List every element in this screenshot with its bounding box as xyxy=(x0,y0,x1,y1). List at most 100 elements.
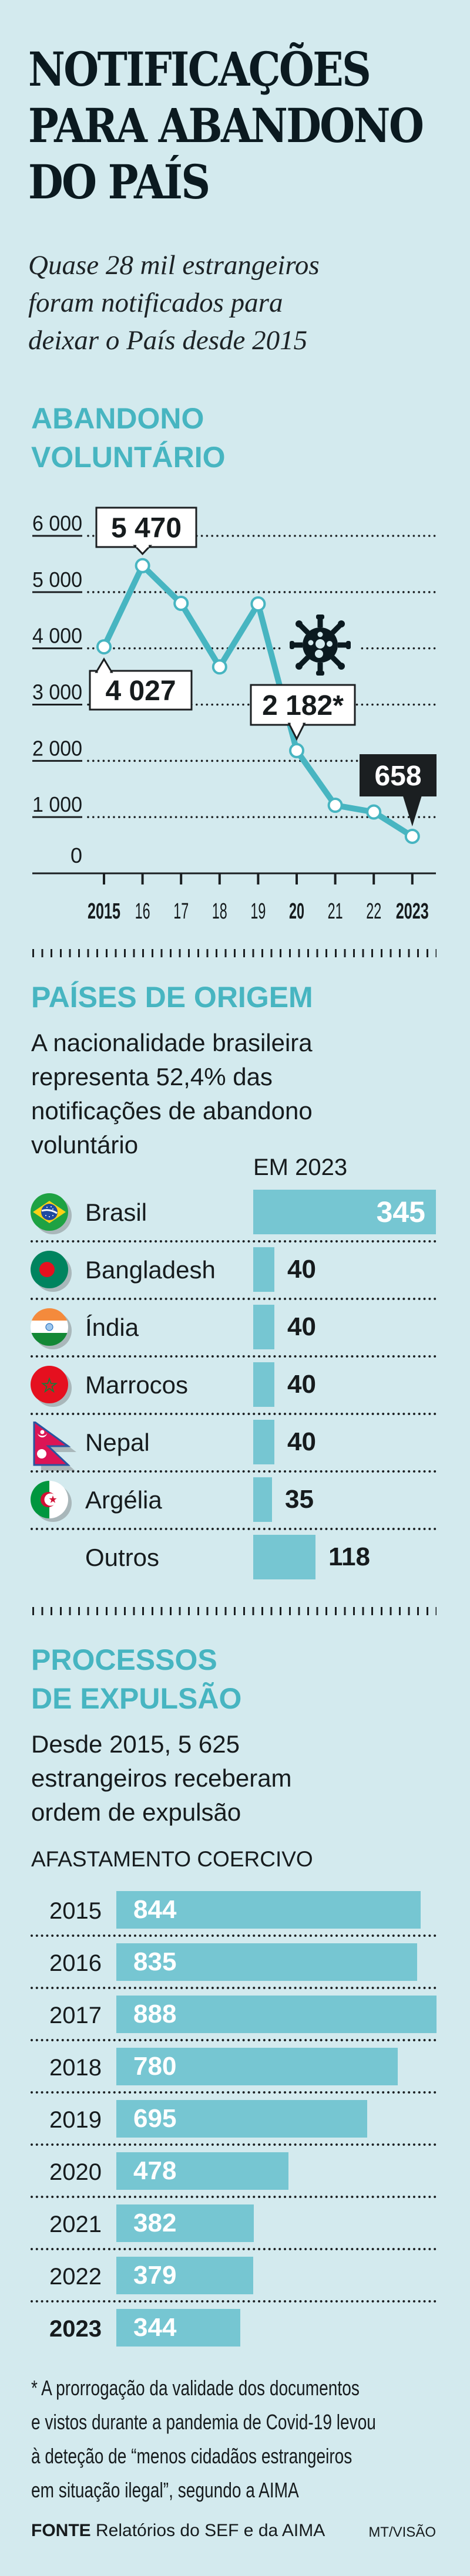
footnote-line: à deteção de “menos cidadãos estrangeiro… xyxy=(31,2444,352,2468)
row-divider xyxy=(31,2300,437,2302)
series-points xyxy=(96,558,420,844)
expulsion-row: 2023 344 xyxy=(0,2309,470,2347)
source-text: Relatórios do SEF e da AIMA xyxy=(96,2521,325,2540)
expulsion-row: 2018 780 xyxy=(0,2048,470,2085)
bar xyxy=(253,1190,436,1234)
bar xyxy=(116,1996,437,2033)
row-divider xyxy=(31,1240,437,1243)
callout-box xyxy=(95,507,197,548)
annotation-callout: 5 470 xyxy=(95,507,197,555)
y-tick-label: 0 xyxy=(70,843,82,867)
expulsion-row: 2015 844 xyxy=(0,1891,470,1929)
x-tick-label: 19 xyxy=(250,899,266,924)
description-line: Desde 2015, 5 625 xyxy=(31,1730,240,1758)
section-title-processos: PROCESSOS DE EXPULSÃO xyxy=(31,1640,241,1718)
bar-value: 695 xyxy=(133,2104,177,2133)
country-row: Brasil 345 xyxy=(0,1190,470,1234)
y-tick-label: 6 000 xyxy=(32,511,82,535)
callout-label: 5 470 xyxy=(111,513,182,544)
x-axis xyxy=(32,872,436,884)
data-point xyxy=(135,558,150,573)
expulsion-row: 2016 835 xyxy=(0,1943,470,1981)
country-name: Marrocos xyxy=(85,1371,189,1399)
callout-label: 4 027 xyxy=(105,676,176,707)
year-label: 2019 xyxy=(49,2107,102,2133)
data-point xyxy=(212,659,227,675)
y-tick-label: 3 000 xyxy=(32,680,82,704)
expulsion-row: 2020 478 xyxy=(0,2152,470,2190)
x-tick-label: 2015 xyxy=(88,899,120,924)
bar-value: 844 xyxy=(133,1895,177,1924)
bar-value: 344 xyxy=(133,2313,177,2342)
description-line: A nacionalidade brasileira xyxy=(31,1029,313,1056)
country-row: Bangladesh 40 xyxy=(0,1247,470,1292)
bar xyxy=(116,2100,367,2138)
footnote-line: * A prorrogação da validade dos document… xyxy=(31,2376,360,2400)
country-row: Índia 40 xyxy=(0,1305,470,1349)
callout-box xyxy=(89,670,193,711)
row-divider xyxy=(31,2143,437,2146)
bar xyxy=(253,1420,274,1464)
x-tick-label: 18 xyxy=(212,899,227,924)
year-label: 2017 xyxy=(49,2003,102,2028)
year-label: 2023 xyxy=(49,2316,102,2342)
data-point xyxy=(327,798,343,813)
bar xyxy=(253,1247,274,1292)
section-title-paises: PAÍSES DE ORIGEM xyxy=(31,981,313,1014)
year-label: 2015 xyxy=(49,1898,102,1924)
year-label: 2016 xyxy=(49,1950,102,1976)
bar-value: 379 xyxy=(133,2261,177,2290)
subtitle: Quase 28 mil estrangeiros foram notifica… xyxy=(28,247,320,359)
bar xyxy=(253,1305,274,1349)
row-divider xyxy=(31,1413,437,1415)
line-chart: 0 1 000 2 000 3 000 4 000 5 000 6 000 xyxy=(32,507,437,924)
bar xyxy=(253,1477,272,1522)
row-divider xyxy=(31,2091,437,2094)
x-tick-label: 20 xyxy=(289,899,304,924)
row-divider xyxy=(31,2248,437,2250)
footnote-line: e vistos durante a pandemia de Covid-19 … xyxy=(31,2410,376,2434)
country-name: Índia xyxy=(85,1314,139,1341)
footnote: * A prorrogação da validade dos document… xyxy=(31,2371,376,2507)
subtitle-line: deixar o País desde 2015 xyxy=(28,325,308,356)
title-line: PARA ABANDONO xyxy=(28,98,424,153)
chart-label: AFASTAMENTO COERCIVO xyxy=(31,1847,313,1871)
bar xyxy=(253,1362,274,1407)
bar-value: 35 xyxy=(285,1485,314,1514)
data-point xyxy=(404,828,420,844)
callout-box xyxy=(250,684,356,726)
callout-box xyxy=(360,754,437,796)
year-label: 2021 xyxy=(49,2212,102,2237)
country-row: Argélia 35 xyxy=(0,1477,470,1522)
morocco-flag-icon xyxy=(31,1366,72,1407)
page-title: NOTIFICAÇÕES PARA ABANDONO DO PAÍS xyxy=(28,41,424,210)
section-title-line: ABANDONO xyxy=(31,402,204,435)
x-axis-labels: 2015 16 17 18 19 20 21 22 2023 xyxy=(88,899,429,924)
y-tick-label: 4 000 xyxy=(32,624,82,648)
country-row: Nepal 40 xyxy=(0,1420,470,1471)
callout-pointer xyxy=(402,796,422,826)
nepal-flag-icon xyxy=(33,1422,76,1471)
expulsion-row: 2021 382 xyxy=(0,2204,470,2242)
bar-value: 888 xyxy=(133,2000,177,2028)
section-description: A nacionalidade brasileira representa 52… xyxy=(31,1026,313,1162)
virus-icon xyxy=(290,615,351,676)
bar-value: 382 xyxy=(133,2209,177,2237)
data-point xyxy=(250,596,266,612)
description-line: notificações de abandono xyxy=(31,1097,313,1125)
expulsion-row: 2019 695 xyxy=(0,2100,470,2138)
data-point xyxy=(96,639,112,655)
bar-value: 40 xyxy=(287,1427,316,1456)
section-title-line: DE EXPULSÃO xyxy=(31,1682,242,1715)
country-name: Bangladesh xyxy=(85,1256,216,1284)
country-name: Argélia xyxy=(85,1486,162,1514)
expulsion-row: 2022 379 xyxy=(0,2257,470,2294)
description-line: estrangeiros receberam xyxy=(31,1764,292,1792)
section-divider xyxy=(32,949,437,957)
section-title-line: VOLUNTÁRIO xyxy=(31,441,226,474)
data-point xyxy=(289,742,304,758)
y-axis-labels: 0 1 000 2 000 3 000 4 000 5 000 6 000 xyxy=(32,511,82,867)
country-row: Marrocos 40 xyxy=(0,1362,470,1407)
source-label: FONTE xyxy=(31,2521,91,2540)
bar-value: 478 xyxy=(133,2156,177,2185)
